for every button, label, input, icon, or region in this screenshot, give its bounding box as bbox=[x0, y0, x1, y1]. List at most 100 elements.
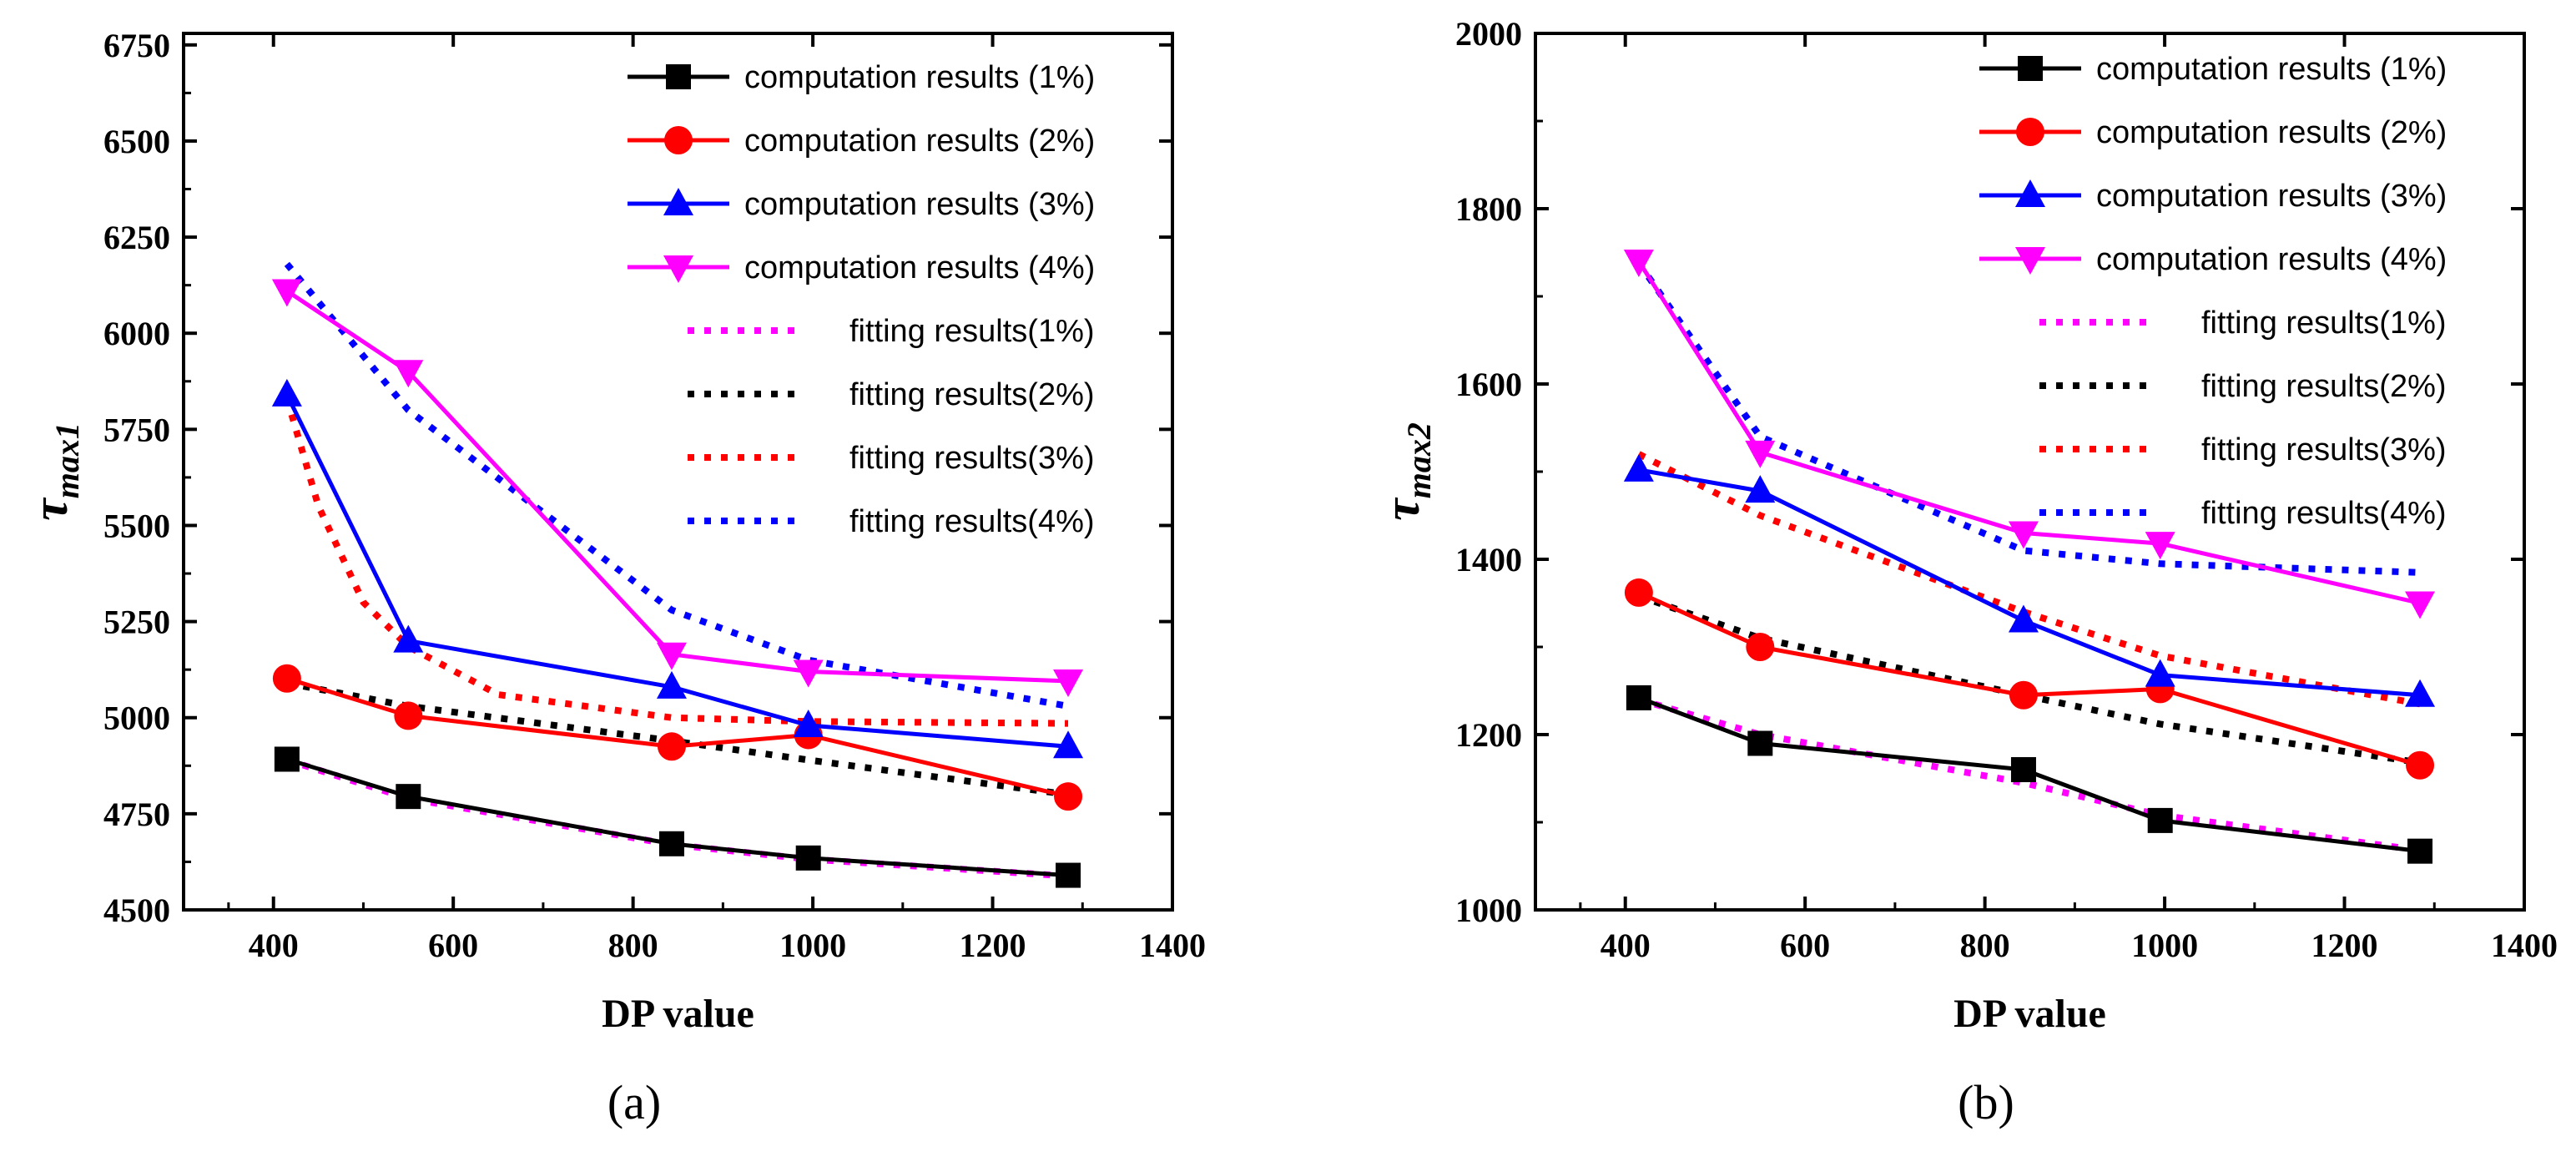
chart-panel-a: 400 600 800 1000 1200 1400 4500 4750 5000 5250 550… bbox=[23, 27, 1206, 1129]
legend-marker bbox=[2015, 247, 2045, 275]
x-tick-label: 400 bbox=[249, 927, 299, 964]
y-tick-label: 6750 bbox=[103, 27, 170, 64]
x-tick-label: 1400 bbox=[2491, 927, 2558, 964]
data-point bbox=[1626, 685, 1651, 710]
y-tick-label: 5000 bbox=[103, 700, 170, 737]
legend-entry: fitting results(4%) bbox=[2039, 496, 2447, 531]
legend-entry: computation results (3%) bbox=[1979, 179, 2447, 214]
data-point bbox=[793, 659, 824, 688]
data-point bbox=[2147, 807, 2173, 833]
data-point bbox=[793, 709, 824, 737]
data-point bbox=[1623, 250, 1654, 277]
legend-marker bbox=[2018, 56, 2043, 81]
panel-label: (b) bbox=[1958, 1075, 2014, 1129]
x-tick-label: 1000 bbox=[2131, 927, 2198, 964]
legend-label: computation results (2%) bbox=[2096, 115, 2447, 150]
y-axis-subscript: max2 bbox=[1400, 422, 1438, 498]
y-tick-label: 4500 bbox=[103, 892, 170, 929]
series-2 bbox=[1623, 453, 2436, 707]
data-point bbox=[1746, 633, 1775, 661]
legend: computation results (1%) computation resu… bbox=[628, 60, 1095, 539]
data-point bbox=[2008, 521, 2039, 549]
data-point bbox=[394, 701, 423, 730]
legend-label: fitting results(4%) bbox=[849, 504, 1095, 539]
data-point bbox=[272, 664, 301, 693]
data-point bbox=[274, 746, 300, 772]
x-tick-label: 1200 bbox=[960, 927, 1026, 964]
data-point bbox=[2405, 679, 2436, 707]
legend-entry: computation results (1%) bbox=[1979, 52, 2447, 87]
data-point bbox=[1747, 730, 1773, 756]
y-tick-label: 6000 bbox=[103, 315, 170, 352]
legend-entry: computation results (3%) bbox=[628, 187, 1095, 222]
y-tick-label: 1600 bbox=[1455, 366, 1522, 403]
legend-marker bbox=[666, 64, 691, 89]
y-tick-label: 6250 bbox=[103, 219, 170, 256]
data-point bbox=[1624, 578, 1653, 607]
data-point bbox=[2010, 757, 2036, 782]
y-axis-symbol: τ bbox=[23, 497, 78, 521]
legend-label: fitting results(1%) bbox=[2201, 306, 2447, 341]
legend-entry: fitting results(4%) bbox=[688, 504, 1095, 539]
data-point bbox=[2009, 680, 2038, 710]
legend-label: fitting results(2%) bbox=[849, 377, 1095, 412]
data-point bbox=[1053, 730, 1084, 759]
legend-marker bbox=[2015, 179, 2045, 207]
legend-label: computation results (4%) bbox=[744, 250, 1095, 285]
data-point bbox=[656, 642, 687, 670]
series-1 bbox=[1624, 578, 2435, 780]
panel-label: (a) bbox=[607, 1075, 661, 1129]
data-point bbox=[657, 732, 686, 761]
legend-entry: fitting results(2%) bbox=[688, 377, 1095, 412]
legend-entry: computation results (2%) bbox=[628, 124, 1095, 159]
y-tick-label: 5750 bbox=[103, 411, 170, 448]
series-0 bbox=[1626, 685, 2433, 864]
legend-entry: fitting results(1%) bbox=[2039, 306, 2447, 341]
y-tick-label: 4750 bbox=[103, 796, 170, 833]
data-point bbox=[1745, 475, 1776, 503]
legend-marker bbox=[664, 126, 693, 154]
legend-label: fitting results(3%) bbox=[2201, 432, 2447, 467]
series-0 bbox=[274, 746, 1081, 888]
fitting-line bbox=[1637, 696, 2421, 854]
legend-label: computation results (3%) bbox=[2096, 179, 2447, 214]
legend-entry: computation results (1%) bbox=[628, 60, 1095, 95]
legend-entry: fitting results(3%) bbox=[688, 441, 1095, 476]
legend-entry: computation results (4%) bbox=[1979, 242, 2447, 277]
y-tick-label: 2000 bbox=[1455, 15, 1522, 53]
data-point bbox=[271, 279, 302, 307]
legend-label: fitting results(4%) bbox=[2201, 496, 2447, 531]
x-tick-label: 1200 bbox=[2311, 927, 2378, 964]
plot-frame bbox=[182, 32, 1174, 912]
data-point bbox=[2145, 659, 2175, 687]
y-tick-label: 5250 bbox=[103, 604, 170, 641]
legend-label: fitting results(1%) bbox=[849, 314, 1095, 349]
series-4 bbox=[1637, 696, 2421, 854]
legend-entry: fitting results(2%) bbox=[2039, 369, 2447, 404]
data-point bbox=[795, 845, 821, 871]
y-axis-label: τmax2 bbox=[1374, 422, 1438, 521]
legend-entry: computation results (2%) bbox=[1979, 115, 2447, 150]
x-axis-label: DP value bbox=[602, 992, 754, 1036]
series-7 bbox=[1636, 260, 2421, 576]
x-tick-label: 800 bbox=[1960, 927, 2010, 964]
legend-entry: fitting results(1%) bbox=[688, 314, 1095, 349]
legend-entry: computation results (4%) bbox=[628, 250, 1095, 285]
y-tick-label: 1800 bbox=[1455, 190, 1522, 228]
legend-label: computation results (2%) bbox=[744, 124, 1095, 159]
data-point bbox=[2008, 604, 2039, 633]
legend-label: computation results (4%) bbox=[2096, 242, 2447, 277]
legend-label: fitting results(2%) bbox=[2201, 369, 2447, 404]
data-point bbox=[656, 670, 687, 699]
data-point bbox=[2145, 532, 2175, 560]
legend-marker bbox=[2016, 118, 2044, 146]
series-3 bbox=[1623, 250, 2436, 619]
legend-label: computation results (3%) bbox=[744, 187, 1095, 222]
computation-line bbox=[285, 289, 1069, 684]
data-point bbox=[271, 378, 302, 407]
series-5 bbox=[1637, 593, 2421, 766]
fitting-line bbox=[1637, 593, 2421, 766]
data-point bbox=[2405, 591, 2436, 619]
x-tick-label: 1000 bbox=[779, 927, 846, 964]
data-point bbox=[396, 784, 421, 810]
